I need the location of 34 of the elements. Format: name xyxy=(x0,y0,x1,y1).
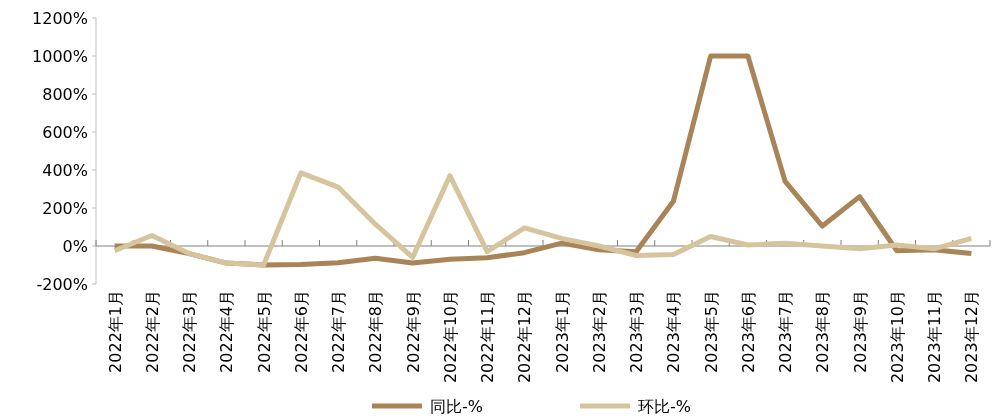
x-tick-label: 2023年8月 xyxy=(813,290,833,373)
x-tick-label: 2022年8月 xyxy=(366,290,386,373)
x-tick-label: 2022年1月 xyxy=(105,290,125,373)
x-tick-label: 2022年6月 xyxy=(291,290,311,373)
x-tick-label: 2023年11月 xyxy=(925,290,945,384)
x-tick-label: 2022年9月 xyxy=(403,290,423,373)
x-tick-label: 2022年12月 xyxy=(515,290,535,384)
x-tick-label: 2022年10月 xyxy=(440,290,460,384)
x-tick-label: 2023年7月 xyxy=(776,290,796,373)
x-tick-label: 2022年11月 xyxy=(478,290,498,384)
x-tick-label: 2023年9月 xyxy=(850,290,870,373)
y-tick-label: 800% xyxy=(42,85,88,104)
x-tick-label: 2023年10月 xyxy=(887,290,907,384)
legend-label: 同比-% xyxy=(430,397,483,416)
y-tick-label: 1000% xyxy=(32,47,88,66)
x-tick-label: 2022年7月 xyxy=(329,290,349,373)
legend-label: 环比-% xyxy=(638,397,691,416)
y-tick-label: 200% xyxy=(42,199,88,218)
y-tick-label: 600% xyxy=(42,123,88,142)
y-tick-label: 0% xyxy=(62,237,88,256)
x-tick-label: 2023年4月 xyxy=(664,290,684,373)
x-tick-label: 2023年3月 xyxy=(627,290,647,373)
x-tick-label: 2023年5月 xyxy=(701,290,721,373)
x-tick-label: 2023年1月 xyxy=(552,290,572,373)
x-tick-label: 2023年6月 xyxy=(738,290,758,373)
x-tick-label: 2022年5月 xyxy=(254,290,274,373)
y-tick-label: 400% xyxy=(42,161,88,180)
x-tick-label: 2022年2月 xyxy=(142,290,162,373)
y-tick-label: -200% xyxy=(36,275,88,294)
x-tick-label: 2023年2月 xyxy=(589,290,609,373)
y-tick-label: 1200% xyxy=(32,9,88,28)
x-tick-label: 2023年12月 xyxy=(962,290,982,384)
x-tick-label: 2022年3月 xyxy=(180,290,200,373)
x-tick-label: 2022年4月 xyxy=(217,290,237,373)
